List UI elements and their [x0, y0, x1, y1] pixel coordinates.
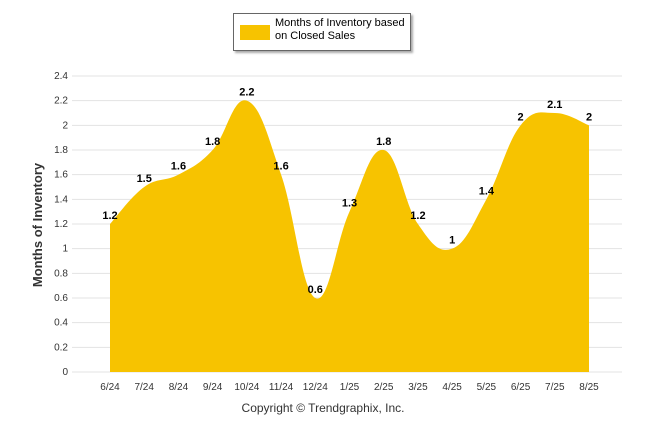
x-tick-label: 5/25 [477, 382, 497, 393]
legend: Months of Inventory based on Closed Sale… [233, 13, 411, 51]
x-tick-label: 1/25 [340, 382, 360, 393]
data-label: 1.8 [205, 136, 220, 148]
data-label: 1.3 [342, 198, 357, 210]
copyright-text: Copyright © Trendgraphix, Inc. [241, 401, 405, 415]
data-label: 2 [586, 111, 592, 123]
x-tick-label: 4/25 [442, 382, 462, 393]
data-label: 0.6 [308, 284, 323, 296]
data-label: 2 [518, 111, 524, 123]
x-tick-label: 6/24 [100, 382, 120, 393]
y-tick-label: 0.4 [54, 318, 68, 329]
x-tick-label: 6/25 [511, 382, 531, 393]
data-label: 2.1 [547, 99, 562, 111]
y-tick-label: 2 [62, 120, 68, 131]
data-label: 1 [449, 235, 455, 247]
y-axis-title: Months of Inventory [30, 162, 45, 287]
data-label: 2.2 [239, 87, 254, 99]
legend-label: Months of Inventory based on Closed Sale… [275, 17, 405, 42]
y-tick-label: 1.8 [54, 145, 68, 156]
x-tick-label: 10/24 [234, 382, 259, 393]
y-tick-label: 0.6 [54, 293, 68, 304]
y-tick-label: 1 [62, 244, 68, 255]
y-tick-label: 1.6 [54, 170, 68, 181]
x-tick-label: 8/24 [169, 382, 189, 393]
legend-swatch [240, 25, 270, 40]
data-label: 1.6 [171, 161, 186, 173]
y-tick-label: 2.4 [54, 71, 68, 82]
y-tick-label: 1.2 [54, 219, 68, 230]
x-tick-label: 7/25 [545, 382, 565, 393]
x-axis-ticks: 6/24 7/24 8/24 9/24 10/24 11/24 12/24 1/25 2/25 3… [100, 382, 599, 393]
data-label: 1.2 [410, 210, 425, 222]
data-label: 1.8 [376, 136, 391, 148]
y-axis-ticks: 0 0.2 0.4 0.6 0.8 1 1.2 1.4 1.6 1.8 2 2.2 2.4 [54, 71, 68, 378]
x-tick-label: 9/24 [203, 382, 223, 393]
data-label: 1.4 [479, 185, 495, 197]
x-tick-label: 2/25 [374, 382, 394, 393]
data-label: 1.2 [102, 210, 117, 222]
series-area [110, 100, 589, 372]
y-tick-label: 2.2 [54, 96, 68, 107]
data-label: 1.6 [273, 161, 288, 173]
x-tick-label: 12/24 [303, 382, 328, 393]
data-label: 1.5 [137, 173, 152, 185]
y-tick-label: 1.4 [54, 194, 68, 205]
x-tick-label: 3/25 [408, 382, 428, 393]
y-tick-label: 0.2 [54, 342, 68, 353]
y-tick-label: 0 [62, 367, 68, 378]
x-tick-label: 7/24 [134, 382, 154, 393]
y-tick-label: 0.8 [54, 268, 68, 279]
x-tick-label: 11/24 [269, 382, 294, 393]
data-labels: 1.2 1.5 1.6 1.8 2.2 1.6 0.6 1.3 1.8 1.2 1 1.4 2 2.1 2 [102, 87, 592, 296]
x-tick-label: 8/25 [579, 382, 599, 393]
